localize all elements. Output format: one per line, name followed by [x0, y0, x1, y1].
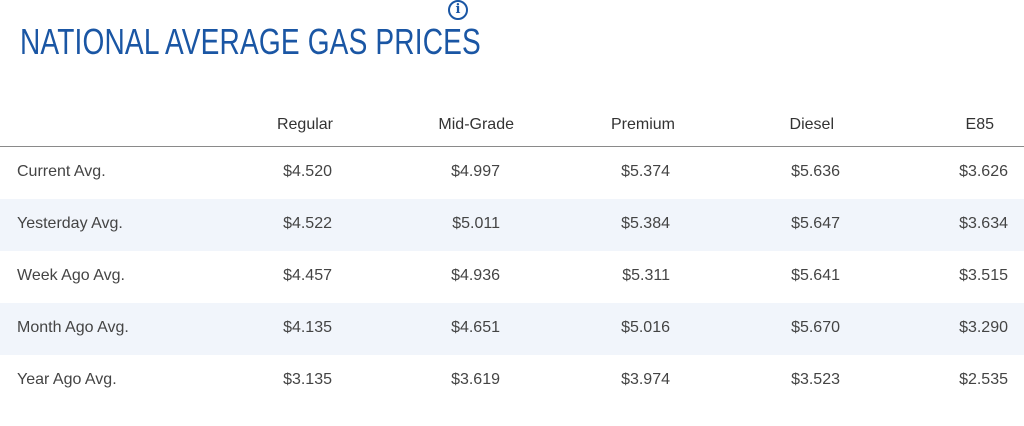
page-title: NATIONAL AVERAGE GAS PRICES — [20, 21, 481, 62]
price-cell: $4.651 — [451, 319, 500, 336]
column-header-mid-grade: Mid-Grade — [438, 116, 514, 133]
price-cell: $5.647 — [791, 215, 840, 232]
price-cell: $5.670 — [791, 319, 840, 336]
table-row-month-ago: Month Ago Avg. $4.135 $4.651 $5.016 $5.6… — [0, 303, 1024, 355]
table-row-current: Current Avg. $4.520 $4.997 $5.374 $5.636… — [0, 147, 1024, 199]
price-cell: $3.974 — [621, 371, 670, 388]
price-cell: $5.011 — [452, 215, 500, 232]
price-cell: $4.520 — [283, 163, 332, 180]
price-cell: $3.626 — [959, 163, 1008, 180]
row-label: Year Ago Avg. — [17, 371, 117, 388]
price-cell: $5.016 — [621, 319, 670, 336]
info-icon[interactable]: i — [448, 0, 468, 20]
price-cell: $3.523 — [791, 371, 840, 388]
gas-prices-table: Regular Mid-Grade Premium Diesel E85 Cur… — [0, 106, 1024, 407]
price-cell: $5.311 — [622, 267, 670, 284]
column-header-regular: Regular — [276, 116, 333, 133]
row-label: Yesterday Avg. — [17, 215, 123, 232]
price-cell: $4.457 — [283, 267, 332, 284]
price-cell: $5.374 — [621, 163, 670, 180]
price-cell: $4.135 — [283, 319, 332, 336]
page-title-wrap: NATIONAL AVERAGE GAS PRICES — [20, 20, 611, 64]
price-cell: $5.641 — [791, 267, 840, 284]
price-cell: $4.997 — [451, 163, 500, 180]
row-label: Current Avg. — [17, 163, 106, 180]
table-header: Regular Mid-Grade Premium Diesel E85 — [0, 106, 1024, 147]
table-row-week-ago: Week Ago Avg. $4.457 $4.936 $5.311 $5.64… — [0, 251, 1024, 303]
price-cell: $3.290 — [959, 319, 1008, 336]
price-cell: $3.515 — [959, 267, 1008, 284]
price-cell: $4.522 — [283, 215, 332, 232]
table-row-year-ago: Year Ago Avg. $3.135 $3.619 $3.974 $3.52… — [0, 355, 1024, 407]
price-cell: $2.535 — [959, 371, 1008, 388]
table-row-yesterday: Yesterday Avg. $4.522 $5.011 $5.384 $5.6… — [0, 199, 1024, 251]
price-cell: $4.936 — [451, 267, 500, 284]
price-cell: $5.636 — [791, 163, 840, 180]
price-cell: $3.619 — [451, 371, 500, 388]
column-header-premium: Premium — [610, 116, 675, 133]
price-cell: $5.384 — [621, 215, 670, 232]
row-label: Month Ago Avg. — [17, 319, 129, 336]
column-header-e85: E85 — [965, 116, 994, 133]
price-cell: $3.135 — [283, 371, 332, 388]
price-cell: $3.634 — [959, 215, 1008, 232]
row-label: Week Ago Avg. — [17, 267, 125, 284]
column-header-diesel: Diesel — [789, 116, 834, 133]
